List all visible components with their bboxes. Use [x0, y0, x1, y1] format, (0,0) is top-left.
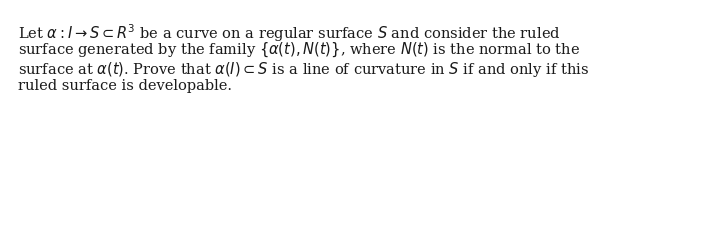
Text: ruled surface is developable.: ruled surface is developable. — [18, 79, 232, 93]
Text: surface at $\alpha(t)$. Prove that $\alpha(I) \subset S$ is a line of curvature : surface at $\alpha(t)$. Prove that $\alp… — [18, 60, 589, 79]
Text: Let $\alpha: I \rightarrow S \subset R^3$ be a curve on a regular surface $S$ an: Let $\alpha: I \rightarrow S \subset R^3… — [18, 22, 561, 44]
Text: surface generated by the family $\{\alpha(t), N(t)\}$, where $N(t)$ is the norma: surface generated by the family $\{\alph… — [18, 41, 580, 60]
